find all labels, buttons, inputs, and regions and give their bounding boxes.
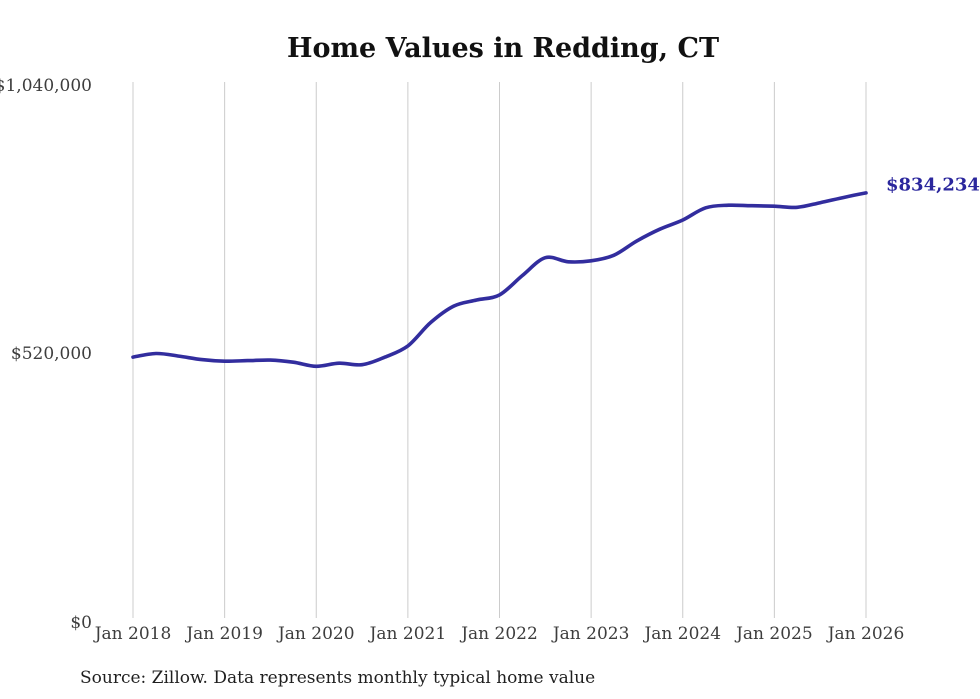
home-value-line-series <box>131 191 868 369</box>
x-tick-jan-2024: Jan 2024 <box>644 624 722 644</box>
latest-value-label: $834,234 <box>886 174 980 196</box>
x-tick-jan-2021: Jan 2021 <box>369 624 447 644</box>
source-attribution: Source: Zillow. Data represents monthly … <box>80 668 596 688</box>
x-tick-jan-2022: Jan 2022 <box>461 624 538 644</box>
y-tick-1040000: $1,040,000 <box>0 76 92 96</box>
x-tick-jan-2025: Jan 2025 <box>736 624 813 644</box>
y-tick-520000: $520,000 <box>10 344 92 364</box>
x-tick-jan-2026: Jan 2026 <box>827 624 905 644</box>
x-tick-jan-2020: Jan 2020 <box>277 624 355 644</box>
x-tick-jan-2018: Jan 2018 <box>94 624 172 644</box>
x-tick-jan-2019: Jan 2019 <box>186 624 263 644</box>
chart-title: Home Values in Redding, CT <box>286 33 720 64</box>
x-tick-jan-2023: Jan 2023 <box>552 624 630 644</box>
vertical-gridlines <box>132 82 867 618</box>
y-tick-0: $0 <box>70 613 92 633</box>
